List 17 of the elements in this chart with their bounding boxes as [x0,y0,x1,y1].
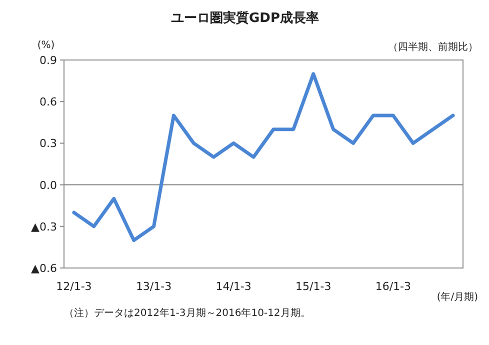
line-series [72,72,455,242]
y-tick-label: ▲0.6 [31,262,57,275]
y-tick-label: 0.3 [40,137,57,150]
chart-subtitle: （四半期、前期比） [388,41,478,53]
y-tick-label: 0.0 [40,178,57,192]
text: （注）データは2012年1-3月期～2016年10-12月期。 [64,307,310,319]
y-tick-label: ▲0.3 [31,220,57,234]
x-tick-label: 13/1-3 [136,280,172,293]
y-axis-title: (%) [37,40,55,51]
x-axis-title: (年/月期) [436,291,478,303]
y-tick-label: 0.6 [40,96,57,109]
x-tick-label: 15/1-3 [296,280,332,293]
y-tick-label: 0.9 [40,54,57,67]
x-tick-label: 16/1-3 [375,280,412,293]
x-tick-label: 12/1-3 [56,280,92,293]
x-tick-label: 14/1-3 [216,280,252,293]
chart-title: ユーロ圏実質GDP成長率 [171,10,319,26]
